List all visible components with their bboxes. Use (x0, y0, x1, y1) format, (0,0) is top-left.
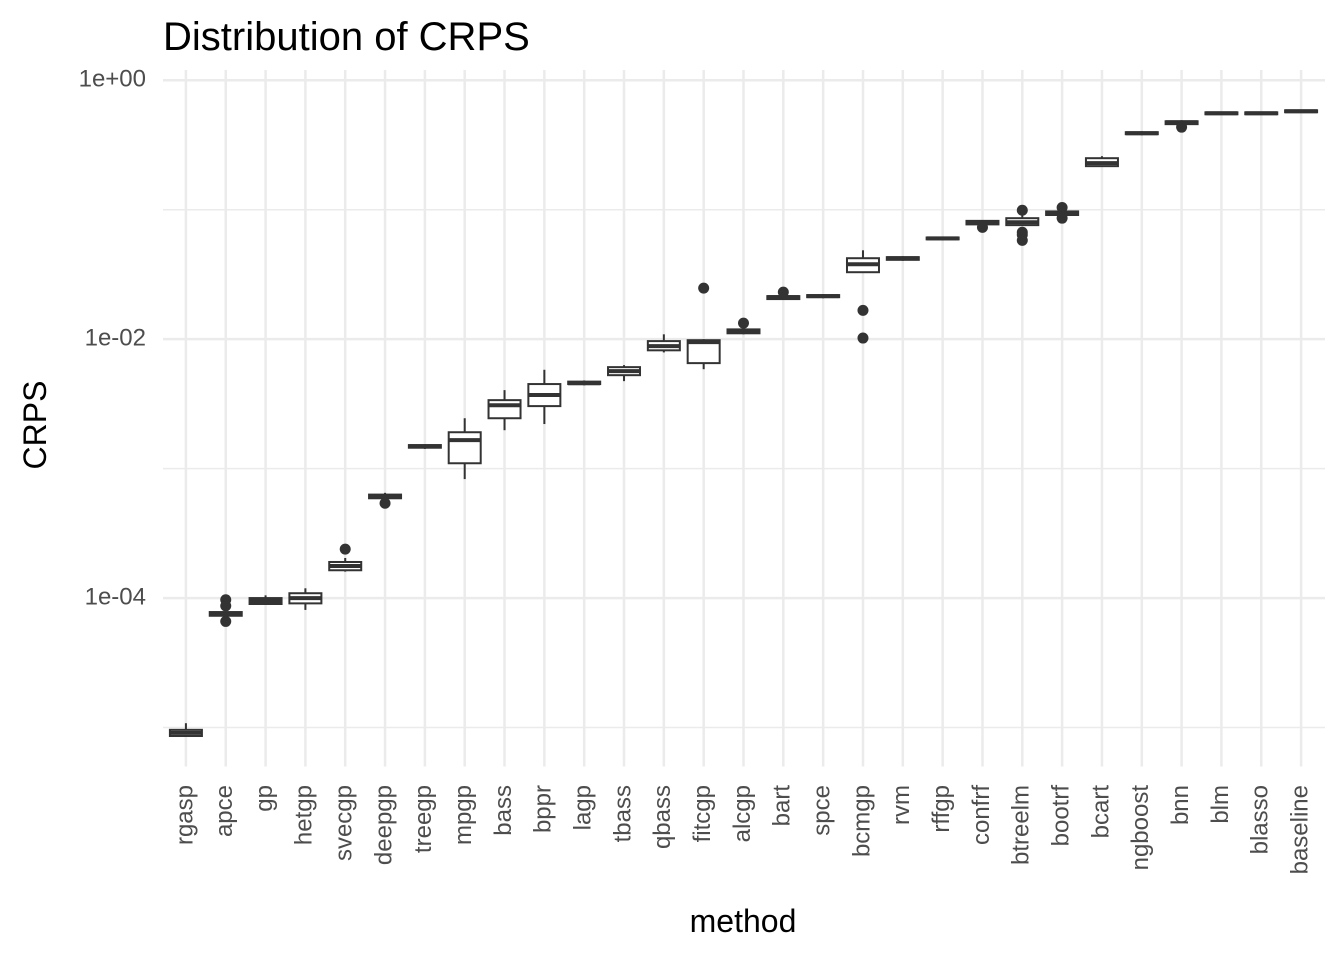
outlier (1056, 202, 1068, 214)
x-tick-label: bppr (530, 785, 557, 833)
x-tick-label: svecgp (331, 785, 358, 861)
x-tick-label: qbass (649, 785, 676, 849)
x-tick-label: bootrf (1047, 785, 1074, 847)
x-tick-label: tbass (609, 785, 636, 842)
x-tick-label: blasso (1247, 785, 1274, 854)
x-tick-label: spce (808, 785, 835, 836)
x-tick-label: bass (490, 785, 517, 836)
x-tick-label: bnn (1167, 785, 1194, 825)
outlier (698, 282, 710, 294)
outlier (1056, 212, 1068, 224)
outlier (857, 332, 869, 344)
outlier (976, 221, 988, 233)
x-tick-label: rgasp (171, 785, 198, 845)
outlier (379, 497, 391, 509)
outlier (777, 286, 789, 298)
outlier (1176, 121, 1188, 133)
x-tick-label: gp (251, 785, 278, 812)
outlier (857, 304, 869, 316)
x-axis-label: method (690, 903, 797, 939)
outlier (1016, 204, 1028, 216)
outlier (220, 615, 232, 627)
x-tick-label: fitcgp (689, 785, 716, 842)
outlier (738, 317, 749, 329)
x-tick-label: apce (211, 785, 238, 837)
y-tick-label: 1e+00 (79, 66, 146, 93)
y-tick-label: 1e-02 (85, 325, 146, 352)
x-tick-label: bcart (1087, 785, 1114, 839)
x-tick-label: bcmgp (848, 785, 875, 857)
y-tick-label: 1e-04 (85, 583, 146, 610)
x-tick-label: bart (769, 785, 796, 827)
outlier (220, 600, 232, 612)
x-tick-label: treegp (410, 785, 437, 853)
x-tick-label: hetgp (291, 785, 318, 845)
y-axis-label: CRPS (17, 381, 53, 470)
x-tick-label: alcgp (729, 785, 756, 842)
box (447, 431, 482, 465)
x-tick-label: confrf (968, 785, 995, 845)
outlier (1016, 234, 1028, 246)
x-tick-label: blm (1207, 785, 1234, 824)
x-tick-label: lagp (570, 785, 597, 830)
x-tick-label: mpgp (450, 785, 477, 845)
x-tick-label: deepgp (370, 785, 397, 865)
x-tick-label: rvm (888, 785, 915, 825)
outlier (339, 543, 351, 555)
x-tick-label: baseline (1286, 785, 1313, 874)
x-tick-label: btreelm (1008, 785, 1035, 865)
x-tick-label: rffgp (928, 785, 955, 833)
chart-title: Distribution of CRPS (163, 15, 530, 59)
box (487, 399, 522, 420)
x-tick-label: ngboost (1127, 785, 1154, 871)
